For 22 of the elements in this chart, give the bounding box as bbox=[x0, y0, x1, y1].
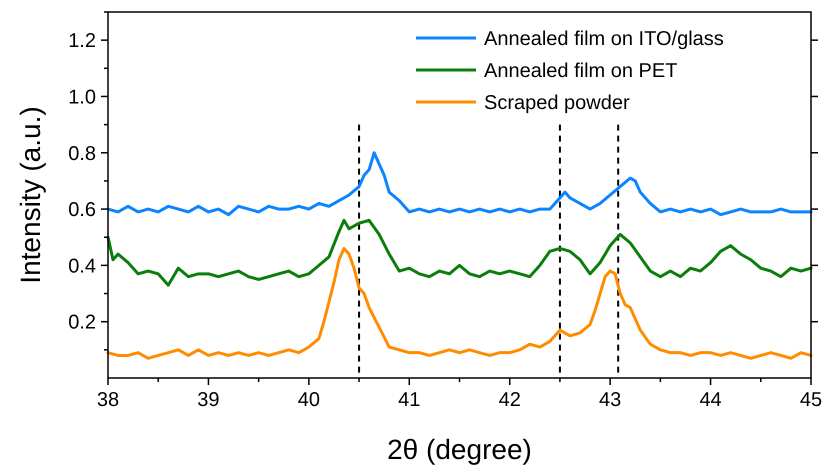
legend-label: Annealed film on PET bbox=[484, 60, 678, 82]
y-tick-label: 0.8 bbox=[68, 142, 96, 165]
x-tick-label: 44 bbox=[699, 389, 722, 411]
line-series bbox=[106, 218, 812, 287]
x-axis-title: 2θ (degree) bbox=[387, 434, 532, 465]
x-tick-label: 38 bbox=[96, 389, 120, 411]
line-series bbox=[106, 246, 812, 360]
y-axis-title: Intensity (a.u.) bbox=[15, 106, 46, 284]
y-tick-label: 0.6 bbox=[68, 199, 96, 222]
x-tick-label: 43 bbox=[599, 389, 622, 411]
legend-label: Annealed film on ITO/glass bbox=[484, 28, 724, 50]
x-tick-label: 41 bbox=[398, 389, 420, 411]
line-series bbox=[106, 151, 812, 216]
y-tick-label: 0.4 bbox=[68, 255, 96, 278]
y-tick-label: 1.2 bbox=[68, 30, 96, 52]
x-tick-label: 42 bbox=[498, 389, 521, 411]
y-tick-label: 0.2 bbox=[68, 312, 96, 334]
x-tick-label: 45 bbox=[800, 389, 822, 411]
x-tick-label: 40 bbox=[298, 389, 320, 411]
legend-label: Scraped powder bbox=[484, 92, 630, 114]
y-tick-label: 1.0 bbox=[68, 86, 96, 108]
x-tick-label: 39 bbox=[197, 389, 220, 411]
